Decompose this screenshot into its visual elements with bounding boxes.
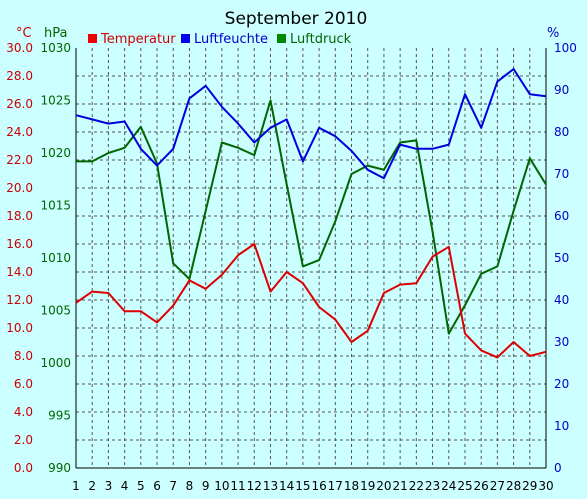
temperature-tick-label: 22.0 [6, 153, 33, 167]
legend-label-temperatur: Temperatur [100, 32, 176, 47]
temperature-tick-label: 18.0 [6, 209, 33, 223]
x-tick-label: 10 [214, 479, 229, 493]
temperature-tick-label: 8.0 [14, 349, 33, 363]
x-tick-label: 16 [311, 479, 326, 493]
temperature-tick-label: 6.0 [14, 377, 33, 391]
humidity-tick-label: 20 [554, 377, 569, 391]
x-tick-label: 23 [425, 479, 440, 493]
humidity-tick-label: 50 [554, 251, 569, 265]
temperature-tick-label: 28.0 [6, 69, 33, 83]
x-tick-label: 22 [409, 479, 424, 493]
x-tick-label: 30 [538, 479, 553, 493]
temperature-tick-label: 0.0 [14, 461, 33, 475]
x-tick-label: 7 [169, 479, 177, 493]
humidity-tick-label: 40 [554, 293, 569, 307]
temperature-tick-label: 4.0 [14, 405, 33, 419]
pressure-tick-label: 1030 [40, 41, 71, 55]
series-lines [75, 68, 547, 359]
x-tick-label: 25 [457, 479, 472, 493]
legend-swatch-luftfeuchte [181, 34, 190, 43]
temperature-tick-label: 10.0 [6, 321, 33, 335]
temperature-tick-label: 14.0 [6, 265, 33, 279]
legend-label-luftdruck: Luftdruck [290, 32, 352, 47]
tick-labels: 1 2 3 4 5 6 7 8 9 10 11 12 13 14 15 16 17 18 19 20 21 22 23 24 2… [6, 41, 577, 493]
x-tick-label: 18 [344, 479, 359, 493]
x-tick-label: 28 [506, 479, 521, 493]
humidity-tick-label: 0 [554, 461, 562, 475]
x-tick-label: 8 [186, 479, 194, 493]
x-tick-label: 19 [360, 479, 375, 493]
legend-swatch-temperatur [88, 34, 97, 43]
x-tick-label: 24 [441, 479, 456, 493]
x-tick-label: 1 [72, 479, 80, 493]
x-tick-label: 11 [230, 479, 245, 493]
temperature-tick-label: 20.0 [6, 181, 33, 195]
pressure-tick-label: 995 [48, 409, 71, 423]
chart-title: September 2010 [225, 9, 368, 29]
humidity-tick-label: 80 [554, 125, 569, 139]
temperature-tick-label: 2.0 [14, 433, 33, 447]
temperature-unit: °C [16, 26, 32, 41]
x-tick-label: 29 [522, 479, 537, 493]
pressure-tick-label: 1010 [40, 251, 71, 265]
x-tick-label: 2 [88, 479, 96, 493]
humidity-tick-label: 70 [554, 167, 569, 181]
series-line-temperatur [75, 243, 547, 359]
x-tick-label: 27 [490, 479, 505, 493]
x-tick-label: 15 [295, 479, 310, 493]
x-tick-label: 5 [137, 479, 145, 493]
legend-swatch-luftdruck [277, 34, 286, 43]
x-tick-label: 14 [279, 479, 294, 493]
x-tick-label: 3 [105, 479, 113, 493]
pressure-tick-label: 1025 [40, 94, 71, 108]
humidity-tick-label: 100 [554, 41, 577, 55]
temperature-tick-label: 16.0 [6, 237, 33, 251]
series-line-luftfeuchte [75, 68, 547, 180]
x-tick-label: 21 [392, 479, 407, 493]
pressure-tick-label: 990 [48, 461, 71, 475]
humidity-tick-label: 10 [554, 419, 569, 433]
x-tick-label: 20 [376, 479, 391, 493]
pressure-tick-label: 1005 [40, 304, 71, 318]
x-tick-label: 6 [153, 479, 161, 493]
pressure-tick-label: 1000 [40, 356, 71, 370]
x-tick-label: 13 [263, 479, 278, 493]
temperature-tick-label: 26.0 [6, 97, 33, 111]
humidity-tick-label: 90 [554, 83, 569, 97]
legend-label-luftfeuchte: Luftfeuchte [194, 32, 268, 47]
pressure-unit: hPa [44, 26, 67, 41]
x-tick-label: 9 [202, 479, 210, 493]
pressure-tick-label: 1015 [40, 199, 71, 213]
temperature-tick-label: 30.0 [6, 41, 33, 55]
humidity-tick-label: 60 [554, 209, 569, 223]
humidity-tick-label: 30 [554, 335, 569, 349]
pressure-tick-label: 1020 [40, 146, 71, 160]
x-tick-label: 17 [328, 479, 343, 493]
x-tick-label: 4 [121, 479, 129, 493]
humidity-unit: % [547, 26, 559, 41]
temperature-tick-label: 24.0 [6, 125, 33, 139]
x-tick-label: 12 [247, 479, 262, 493]
temperature-tick-label: 12.0 [6, 293, 33, 307]
x-tick-label: 26 [474, 479, 489, 493]
axes-frame [75, 48, 547, 469]
plot-area [76, 48, 546, 468]
series-line-luftdruck [76, 99, 547, 335]
legend: Temperatur Luftfeuchte Luftdruck [88, 32, 352, 47]
